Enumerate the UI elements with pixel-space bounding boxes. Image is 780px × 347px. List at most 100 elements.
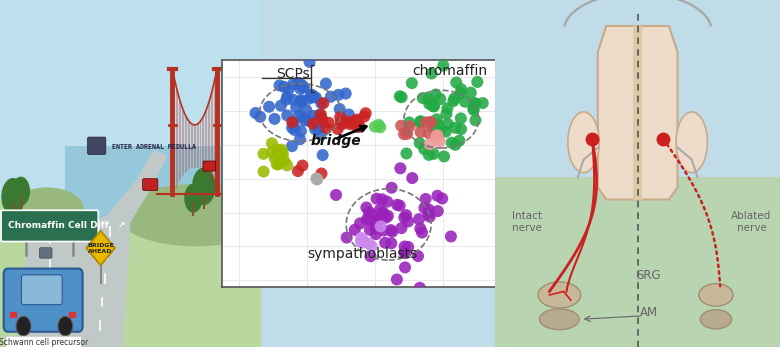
Point <box>402 219 414 224</box>
Polygon shape <box>87 231 115 265</box>
Point <box>403 124 416 129</box>
FancyBboxPatch shape <box>21 275 62 305</box>
Point <box>423 207 435 212</box>
Point <box>434 96 446 102</box>
Point <box>423 101 435 107</box>
Point <box>271 147 284 153</box>
Point <box>467 105 480 111</box>
Point <box>401 131 413 137</box>
Point <box>469 101 481 106</box>
Point <box>414 129 427 135</box>
Point <box>422 212 434 217</box>
Point <box>432 128 445 133</box>
Point <box>370 231 382 237</box>
Point <box>332 126 344 132</box>
Point <box>431 122 444 127</box>
Point <box>436 196 448 201</box>
Point <box>335 119 347 124</box>
Point <box>366 244 378 249</box>
Point <box>344 121 356 127</box>
Point <box>385 240 398 246</box>
Point <box>307 94 319 100</box>
Point <box>309 126 321 132</box>
Point <box>257 169 270 174</box>
Point <box>280 97 292 102</box>
Point <box>420 196 432 202</box>
Point <box>351 119 363 124</box>
Point <box>431 133 443 138</box>
Point <box>311 177 324 182</box>
Point <box>431 208 444 214</box>
Point <box>398 132 410 137</box>
Point <box>310 176 322 181</box>
FancyBboxPatch shape <box>41 276 53 286</box>
Point <box>363 209 375 215</box>
Point <box>335 122 348 127</box>
Point <box>381 199 393 204</box>
Point <box>378 228 390 233</box>
Point <box>445 234 457 239</box>
Point <box>420 120 432 125</box>
Ellipse shape <box>700 310 732 329</box>
Point <box>296 163 309 168</box>
Point <box>399 244 411 249</box>
Point <box>278 158 290 164</box>
Point <box>295 128 307 134</box>
Point <box>288 127 300 133</box>
Point <box>449 125 462 130</box>
Bar <box>10 312 17 318</box>
Point <box>350 117 363 122</box>
Point <box>459 99 471 104</box>
Text: SCPs: SCPs <box>277 67 310 82</box>
Point <box>287 97 300 103</box>
Point <box>295 82 307 87</box>
Ellipse shape <box>192 168 215 205</box>
Point <box>315 171 328 176</box>
Circle shape <box>58 316 73 336</box>
Point <box>399 265 411 270</box>
Point <box>380 215 392 220</box>
Point <box>313 112 325 118</box>
Point <box>275 103 287 109</box>
Text: bridge: bridge <box>310 134 361 147</box>
Point <box>296 98 308 103</box>
Point <box>307 121 319 126</box>
FancyBboxPatch shape <box>203 161 215 171</box>
Point <box>277 151 289 157</box>
Ellipse shape <box>699 284 733 306</box>
Point <box>371 220 384 225</box>
Point <box>418 146 431 152</box>
Point <box>298 85 310 90</box>
Point <box>467 107 480 113</box>
Point <box>360 110 372 116</box>
Point <box>334 115 346 120</box>
Point <box>314 112 327 117</box>
Ellipse shape <box>118 184 275 246</box>
Point <box>434 138 446 144</box>
Point <box>434 129 446 135</box>
Point <box>427 104 440 109</box>
Point <box>292 113 305 118</box>
Point <box>385 227 397 233</box>
Point <box>370 220 383 226</box>
Point <box>398 215 410 220</box>
Point <box>294 136 307 142</box>
Point <box>450 80 463 85</box>
Bar <box>0 201 261 347</box>
Point <box>423 152 435 158</box>
Point <box>287 121 300 127</box>
Point <box>391 277 403 282</box>
Point <box>360 205 373 210</box>
Bar <box>69 312 76 318</box>
Point <box>310 176 323 182</box>
Point <box>385 185 398 191</box>
Point <box>394 166 406 171</box>
Point <box>314 132 327 137</box>
Point <box>424 120 437 125</box>
Point <box>445 140 458 145</box>
Point <box>358 114 370 119</box>
Point <box>281 162 293 168</box>
Point <box>286 119 299 125</box>
Point <box>438 154 450 159</box>
Point <box>441 105 454 111</box>
